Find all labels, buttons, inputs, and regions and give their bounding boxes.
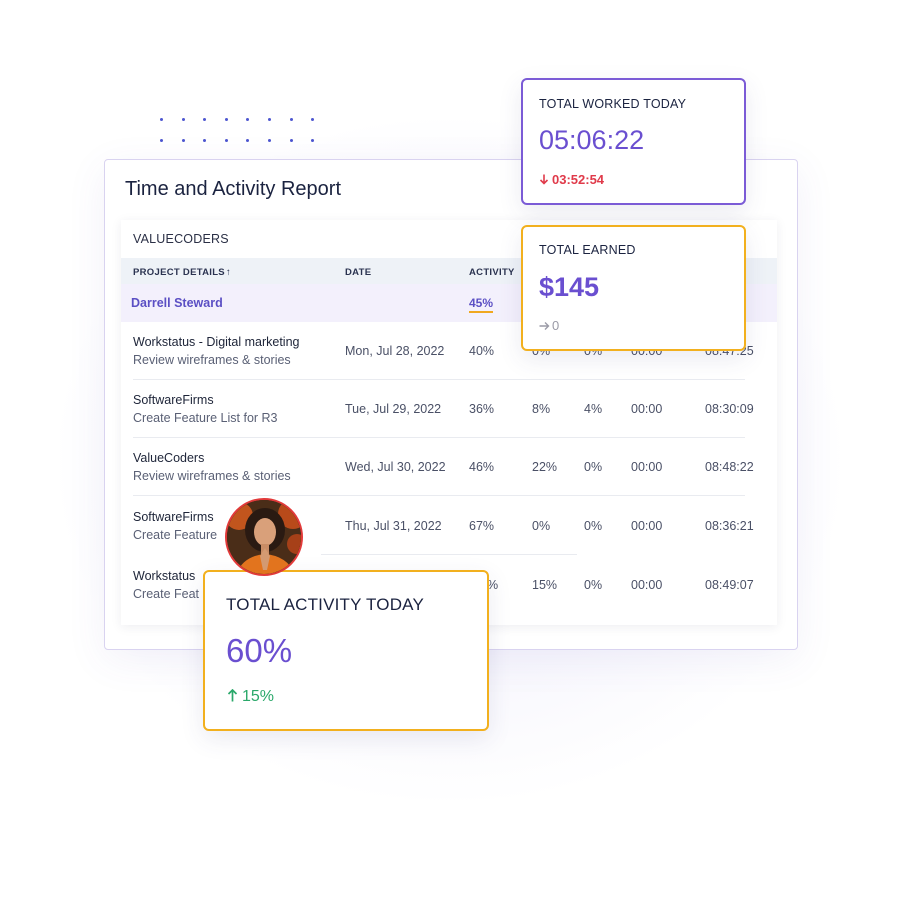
- row-col-2: 0%: [532, 519, 551, 533]
- row-col-3: 0%: [584, 519, 603, 533]
- row-col-3: 0%: [584, 460, 603, 474]
- arrow-right-icon: [539, 322, 550, 330]
- row-total: 08:36:21: [705, 519, 754, 533]
- row-date: Wed, Jul 30, 2022: [345, 460, 446, 474]
- total-earned-value: $145: [539, 272, 600, 302]
- row-activity: 36%: [469, 402, 495, 416]
- row-col-3: 4%: [584, 402, 603, 416]
- decorative-dots: [160, 118, 328, 154]
- table-row[interactable]: SoftwareFirms Create Feature List for R3…: [121, 380, 777, 438]
- row-col-4: 00:00: [631, 460, 663, 474]
- project-name: SoftwareFirms: [133, 393, 214, 407]
- total-worked-value: 05:06:22: [539, 125, 645, 155]
- header-activity[interactable]: ACTIVITY: [469, 267, 515, 278]
- row-col-4: 00:00: [631, 578, 663, 592]
- row-date: Tue, Jul 29, 2022: [345, 402, 442, 416]
- row-divider: [133, 495, 745, 496]
- table-row[interactable]: SoftwareFirms Create Feature Thu, Jul 31…: [121, 497, 777, 555]
- total-activity-delta: 15%: [227, 688, 274, 706]
- row-activity: %: [487, 578, 499, 592]
- row-col-2: 15%: [532, 578, 558, 592]
- task-name: Review wireframes & stories: [133, 353, 291, 367]
- row-col-2: 8%: [532, 402, 551, 416]
- header-project-details[interactable]: PROJECT DETAILS↑: [133, 267, 232, 278]
- row-divider: [133, 379, 745, 380]
- row-activity: 40%: [469, 344, 495, 358]
- row-date: Thu, Jul 31, 2022: [345, 519, 442, 533]
- arrow-up-icon: [227, 688, 238, 702]
- avatar[interactable]: [225, 498, 303, 576]
- report-title: Time and Activity Report: [125, 178, 342, 200]
- total-earned-card: TOTAL EARNED $145 0: [521, 225, 746, 351]
- task-name: Create Feat: [133, 587, 200, 601]
- row-total: 08:49:07: [705, 578, 754, 592]
- arrow-down-icon: [539, 174, 549, 185]
- person-name[interactable]: Darrell Steward: [131, 296, 223, 310]
- person-activity: 45%: [469, 296, 494, 313]
- header-date[interactable]: DATE: [345, 267, 372, 278]
- project-name: Workstatus - Digital marketing: [133, 335, 300, 349]
- total-worked-label: TOTAL WORKED TODAY: [539, 97, 687, 111]
- total-activity-card: TOTAL ACTIVITY TODAY 60% 15%: [203, 570, 489, 731]
- total-activity-delta-value: 15%: [242, 688, 275, 705]
- row-activity: 46%: [469, 460, 495, 474]
- total-earned-delta: 0: [539, 318, 559, 333]
- total-worked-delta: 03:52:54: [539, 172, 604, 187]
- row-total: 08:30:09: [705, 402, 754, 416]
- task-name: Create Feature List for R3: [133, 411, 278, 425]
- total-activity-label: TOTAL ACTIVITY TODAY: [226, 595, 424, 614]
- total-earned-delta-value: 0: [552, 318, 560, 333]
- row-col-3: 0%: [584, 578, 603, 592]
- task-name: Review wireframes & stories: [133, 469, 291, 483]
- project-name: ValueCoders: [133, 451, 205, 465]
- project-name: Workstatus: [133, 569, 196, 583]
- total-earned-label: TOTAL EARNED: [539, 243, 636, 257]
- company-name: VALUECODERS: [133, 232, 229, 246]
- table-row[interactable]: Workstatus Create Feat % 15% 0% 00:00 08…: [121, 556, 777, 614]
- total-activity-value: 60%: [226, 632, 293, 669]
- row-col-2: 22%: [532, 460, 558, 474]
- row-col-4: 00:00: [631, 519, 663, 533]
- total-worked-delta-value: 03:52:54: [552, 172, 605, 187]
- total-worked-card: TOTAL WORKED TODAY 05:06:22 03:52:54: [521, 78, 746, 205]
- project-name: SoftwareFirms: [133, 510, 214, 524]
- task-name: Create Feature: [133, 528, 218, 542]
- sort-arrow-icon: ↑: [225, 267, 232, 278]
- row-col-4: 00:00: [631, 402, 663, 416]
- row-divider: [133, 437, 745, 438]
- row-divider: [321, 554, 577, 555]
- row-activity: 67%: [469, 519, 495, 533]
- table-row[interactable]: ValueCoders Review wireframes & stories …: [121, 438, 777, 496]
- row-total: 08:48:22: [705, 460, 754, 474]
- row-date: Mon, Jul 28, 2022: [345, 344, 445, 358]
